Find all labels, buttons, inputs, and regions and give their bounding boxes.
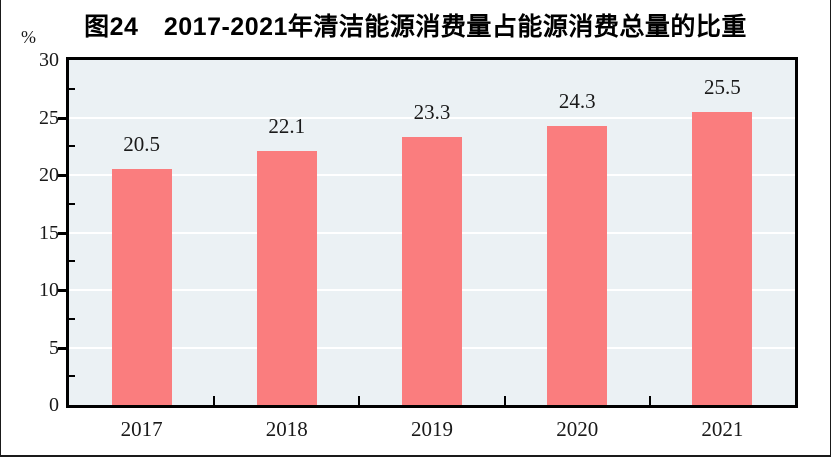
y-axis-unit-label: %	[21, 27, 36, 47]
x-axis-label-2020: 2020	[556, 417, 599, 441]
y-tick-major-20	[58, 174, 66, 177]
y-tick-major-10	[58, 289, 66, 292]
plot-area: 20.5 22.1 23.3 24.3 25.5	[58, 57, 798, 408]
x-tick-boundary-2	[358, 396, 361, 405]
y-axis-label-15: 15	[39, 221, 59, 244]
bar-2021	[692, 111, 753, 405]
chart-title: 图24 2017-2021年清洁能源消费量占能源消费总量的比重	[84, 13, 747, 41]
y-tick-minor-7.5	[69, 317, 75, 320]
y-tick-minor-22.5	[69, 145, 75, 148]
x-tick-boundary-4	[648, 396, 651, 405]
y-tick-major-15	[58, 231, 66, 235]
y-axis-label-25: 25	[39, 106, 59, 129]
y-axis-label-5: 5	[49, 336, 59, 359]
y-tick-major-25	[58, 116, 66, 120]
bar-2018	[256, 150, 317, 405]
bar-2017	[111, 169, 172, 405]
x-tick-boundary-1	[213, 396, 216, 405]
y-axis-label-0: 0	[49, 394, 59, 416]
y-tick-major-5	[58, 346, 66, 350]
bar-value-label-2020: 24.3	[558, 88, 596, 113]
y-axis-label-10: 10	[39, 279, 59, 301]
bar-value-label-2017: 20.5	[123, 132, 160, 157]
y-axis-label-30: 30	[39, 49, 59, 71]
bar-value-label-2021: 25.5	[704, 74, 741, 99]
x-axis-label-2021: 2021	[701, 417, 744, 441]
bar-2020	[547, 125, 608, 405]
bar-value-label-2019: 23.3	[413, 100, 451, 125]
bar-2019	[402, 137, 462, 405]
gridline-25	[69, 116, 795, 119]
y-tick-minor-2.5	[69, 375, 75, 378]
y-tick-minor-27.5	[69, 87, 75, 90]
x-axis-label-2019: 2019	[411, 417, 453, 441]
x-axis-label-2017: 2017	[120, 417, 163, 441]
x-axis-label-2018: 2018	[265, 417, 308, 441]
y-tick-minor-17.5	[69, 202, 75, 205]
x-tick-boundary-3	[503, 396, 506, 405]
y-tick-minor-12.5	[69, 260, 75, 263]
y-axis-label-20: 20	[39, 164, 59, 186]
bar-value-label-2018: 22.1	[268, 113, 306, 138]
